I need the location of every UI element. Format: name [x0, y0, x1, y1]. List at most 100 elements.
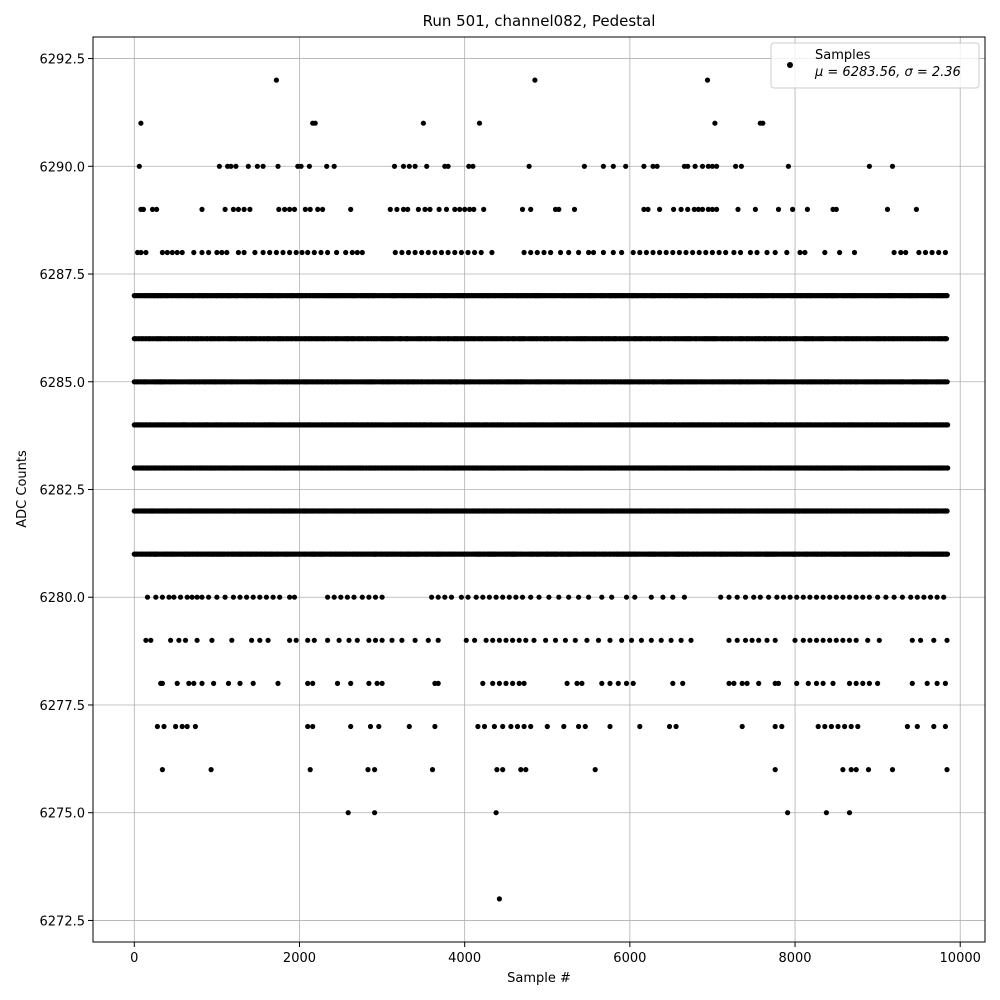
data-point: [399, 249, 405, 256]
data-point: [709, 249, 716, 256]
data-point: [250, 680, 256, 687]
data-point: [941, 594, 947, 600]
data-point: [366, 594, 372, 600]
data-point: [851, 249, 858, 256]
data-point: [934, 594, 940, 600]
data-point: [235, 206, 241, 212]
data-point: [643, 249, 650, 256]
data-point: [623, 594, 630, 600]
data-point: [470, 163, 476, 169]
data-point: [400, 206, 407, 212]
data-point: [927, 594, 934, 600]
data-point: [320, 206, 326, 212]
y-tick-label: 6290.0: [40, 160, 86, 175]
data-point: [731, 249, 737, 256]
legend-series-name: Samples: [815, 48, 871, 63]
data-point: [260, 249, 266, 256]
data-point: [681, 594, 688, 600]
data-point: [173, 723, 179, 730]
data-point: [305, 249, 311, 256]
data-point: [909, 680, 915, 687]
x-tick-label: 4000: [448, 951, 481, 966]
data-point: [619, 637, 625, 643]
data-point: [889, 767, 896, 773]
data-point: [277, 594, 283, 600]
data-point: [233, 163, 239, 169]
data-point: [521, 723, 527, 730]
data-point: [705, 163, 711, 169]
data-point: [445, 249, 451, 256]
data-point: [427, 206, 433, 212]
data-point: [548, 249, 554, 256]
data-point: [169, 249, 175, 256]
data-point: [509, 637, 516, 643]
data-point: [406, 163, 412, 169]
data-point: [466, 163, 472, 169]
data-point: [784, 249, 790, 256]
data-point: [415, 206, 421, 212]
data-point: [853, 637, 859, 643]
legend-box: [770, 42, 980, 89]
data-point: [807, 637, 813, 643]
data-point: [668, 637, 674, 643]
data-point: [438, 249, 445, 256]
data-point: [943, 336, 950, 342]
data-point: [241, 249, 247, 256]
data-point: [345, 810, 351, 816]
data-point: [813, 637, 820, 643]
data-point: [257, 637, 263, 643]
data-point: [435, 637, 441, 643]
data-point: [325, 637, 331, 643]
data-point: [607, 723, 613, 730]
data-point: [379, 594, 385, 600]
data-point: [582, 723, 588, 730]
data-point: [866, 594, 873, 600]
data-point: [934, 680, 940, 687]
data-point: [472, 249, 478, 256]
data-point: [493, 594, 499, 600]
data-point: [228, 163, 234, 169]
data-point: [899, 594, 906, 600]
data-point: [324, 163, 330, 169]
data-point: [171, 594, 177, 600]
data-point: [467, 206, 473, 212]
data-point: [528, 594, 534, 600]
data-point: [140, 206, 146, 212]
data-point: [855, 723, 861, 730]
data-point: [471, 206, 477, 212]
x-tick-label: 6000: [613, 951, 646, 966]
data-point: [463, 637, 469, 643]
data-point: [543, 637, 549, 643]
data-point: [275, 680, 281, 687]
data-point: [516, 637, 522, 643]
data-point: [237, 594, 243, 600]
x-axis-label: Sample #: [507, 971, 571, 986]
data-point: [534, 249, 540, 256]
data-point: [663, 249, 669, 256]
data-point: [161, 723, 167, 730]
data-point: [287, 206, 293, 212]
data-point: [820, 594, 826, 600]
data-point: [307, 206, 313, 212]
data-point: [840, 767, 846, 773]
legend: Samples μ = 6283.56, σ = 2.36: [770, 42, 980, 89]
data-point: [241, 206, 247, 212]
y-tick-label: 6277.5: [40, 699, 86, 714]
data-point: [392, 249, 398, 256]
data-point: [391, 163, 398, 169]
data-point: [222, 594, 228, 600]
data-point: [658, 637, 664, 643]
data-point: [944, 767, 950, 773]
data-point: [365, 767, 371, 773]
data-point: [199, 594, 205, 600]
data-point: [307, 767, 313, 773]
data-point: [709, 206, 716, 212]
data-point: [650, 163, 656, 169]
data-point: [914, 723, 920, 730]
data-point: [336, 637, 342, 643]
data-point: [311, 637, 317, 643]
data-point: [496, 896, 502, 902]
data-point: [833, 594, 839, 600]
data-point: [546, 594, 552, 600]
